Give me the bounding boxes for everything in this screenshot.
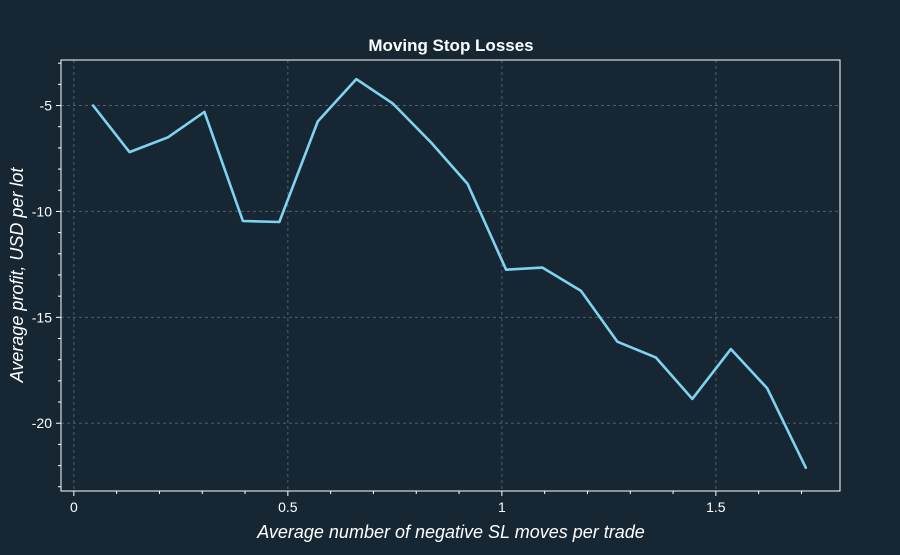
x-tick-label: 1 bbox=[498, 499, 506, 515]
x-axis-label: Average number of negative SL moves per … bbox=[256, 522, 645, 542]
y-tick-label: -20 bbox=[32, 415, 52, 431]
y-tick-label: -5 bbox=[40, 98, 53, 114]
x-tick-label: 0 bbox=[70, 499, 78, 515]
y-tick-label: -10 bbox=[32, 203, 52, 219]
y-tick-label: -15 bbox=[32, 309, 52, 325]
chart-title: Moving Stop Losses bbox=[368, 36, 533, 55]
y-axis-label: Average profit, USD per lot bbox=[7, 167, 27, 384]
x-tick-label: 1.5 bbox=[706, 499, 726, 515]
x-tick-label: 0.5 bbox=[278, 499, 298, 515]
